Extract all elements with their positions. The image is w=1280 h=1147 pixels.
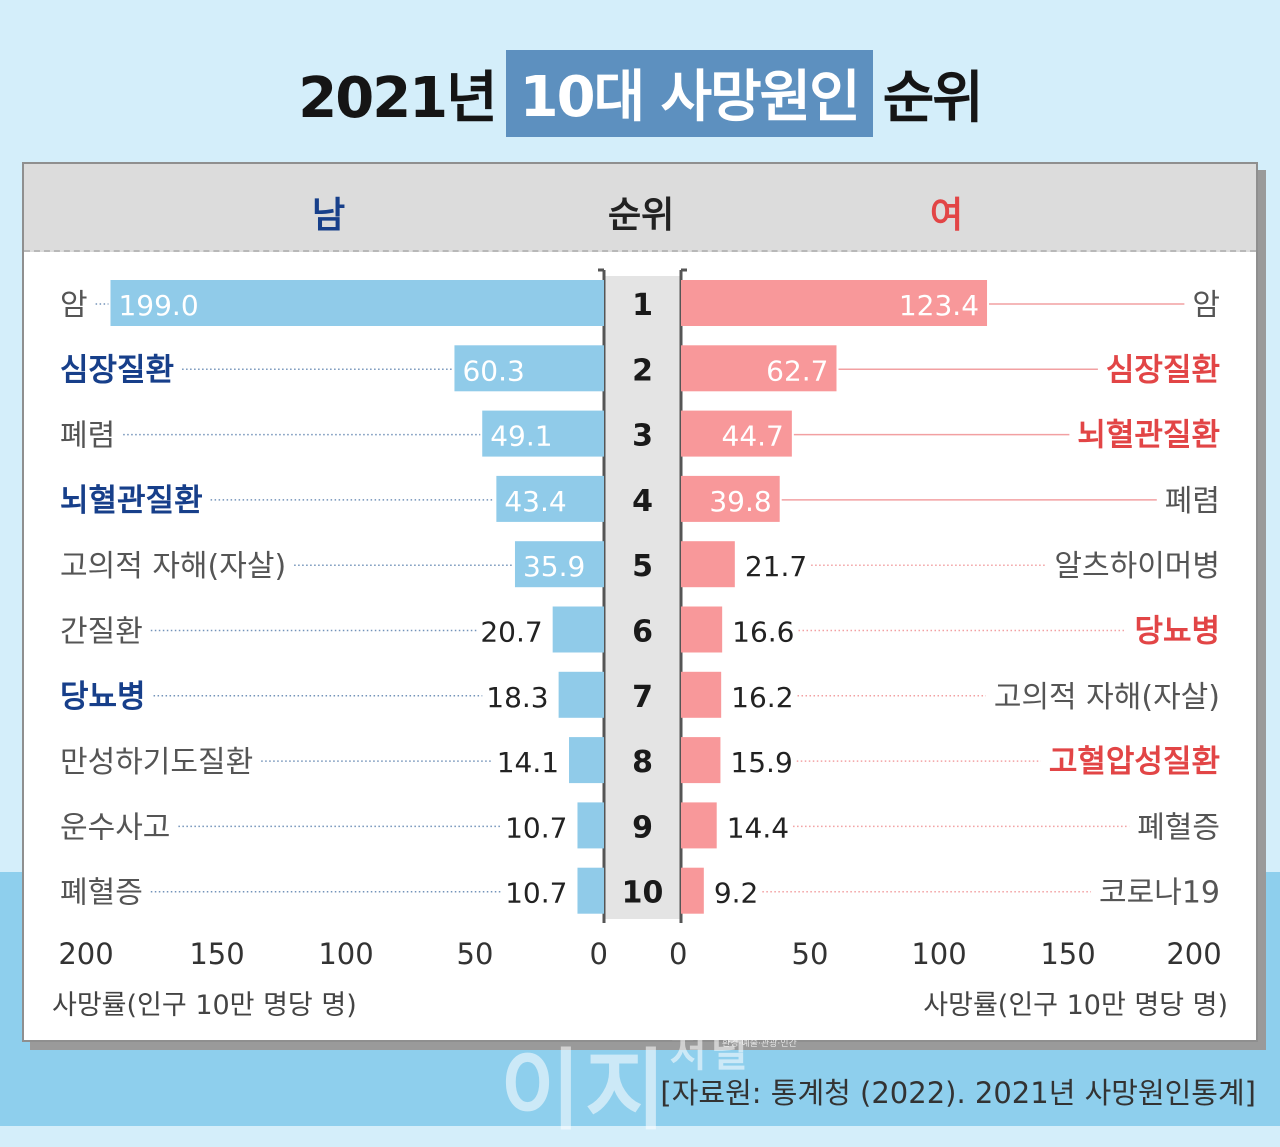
male-bar xyxy=(577,802,604,849)
male-x-tick: 50 xyxy=(457,937,494,971)
male-category-label: 당뇨병 xyxy=(60,679,146,715)
female-bar xyxy=(681,737,721,784)
source-note: [자료원: 통계청 (2022). 2021년 사망원인통계] xyxy=(660,1076,1256,1110)
female-category-label: 암 xyxy=(1192,288,1220,323)
male-category-label: 뇌혈관질환 xyxy=(60,483,203,519)
rank-column xyxy=(604,276,681,919)
female-category-label: 코로나19 xyxy=(1099,876,1220,911)
rank-header: 순위 xyxy=(608,195,675,236)
rank-number: 1 xyxy=(632,288,653,323)
rank-number: 6 xyxy=(632,615,653,650)
male-bar xyxy=(482,410,604,457)
male-bar xyxy=(552,606,604,653)
male-x-tick: 0 xyxy=(590,937,608,971)
male-value-label: 20.7 xyxy=(480,616,542,649)
female-x-tick: 200 xyxy=(1166,937,1221,971)
rank-number: 7 xyxy=(632,680,653,715)
male-category-label: 폐혈증 xyxy=(60,876,143,911)
male-value-label: 14.1 xyxy=(497,746,559,779)
rank-number: 2 xyxy=(632,353,653,388)
male-x-axis-label: 사망률(인구 10만 명당 명) xyxy=(52,990,357,1021)
female-value-label: 9.2 xyxy=(714,877,759,910)
male-value-label: 49.1 xyxy=(490,420,552,453)
male-value-label: 18.3 xyxy=(486,681,548,714)
rank-number: 3 xyxy=(632,419,653,454)
female-value-label: 21.7 xyxy=(745,550,807,583)
female-value-label: 15.9 xyxy=(730,746,792,779)
watermark-side: 저널 xyxy=(669,1030,752,1076)
male-bar xyxy=(514,541,604,588)
female-category-label: 당뇨병 xyxy=(1134,614,1220,650)
male-value-label: 199.0 xyxy=(118,289,198,322)
female-value-label: 39.8 xyxy=(709,485,771,518)
male-bar xyxy=(496,475,604,522)
chart-header: 남 순위 여 xyxy=(24,164,1256,252)
female-bar xyxy=(681,410,792,457)
female-value-label: 16.2 xyxy=(731,681,793,714)
female-bar xyxy=(681,671,722,718)
page-title: 2021년 10대 사망원인 순위 xyxy=(0,48,1280,138)
mirrored-bar-chart: 암 199.0 1 암 123.4 심장질환 60.3 2 심장질환 62.7 폐렴 49.1 3 뇌혈관… xyxy=(52,268,1228,1021)
female-bar xyxy=(681,802,717,849)
male-category-label: 운수사고 xyxy=(60,810,170,845)
female-x-axis-label: 사망률(인구 10만 명당 명) xyxy=(923,990,1228,1021)
male-value-label: 43.4 xyxy=(504,485,566,518)
male-category-label: 폐렴 xyxy=(60,419,115,454)
female-bar xyxy=(681,475,780,522)
watermark-logo: 이지저널 xyxy=(500,1020,752,1147)
female-header: 여 xyxy=(930,195,964,236)
title-suffix: 순위 xyxy=(882,65,984,131)
female-x-tick: 150 xyxy=(1040,937,1095,971)
male-value-label: 10.7 xyxy=(505,811,567,844)
female-category-label: 고혈압성질환 xyxy=(1049,744,1220,780)
male-value-label: 35.9 xyxy=(523,550,585,583)
female-x-tick: 50 xyxy=(792,937,829,971)
female-bar xyxy=(681,867,704,914)
rank-number: 8 xyxy=(632,745,653,780)
female-x-tick: 0 xyxy=(669,937,687,971)
female-value-label: 123.4 xyxy=(899,289,979,322)
female-category-label: 심장질환 xyxy=(1106,352,1220,388)
rank-number: 10 xyxy=(622,876,664,911)
male-header: 남 xyxy=(312,195,346,236)
male-bar xyxy=(110,280,604,326)
male-x-tick: 200 xyxy=(58,937,113,971)
male-category-label: 만성하기도질환 xyxy=(60,745,253,780)
female-bar xyxy=(681,541,735,588)
female-category-label: 뇌혈관질환 xyxy=(1077,418,1220,454)
title-prefix: 2021년 xyxy=(298,65,497,131)
male-bar xyxy=(577,867,604,914)
female-category-label: 알츠하이머병 xyxy=(1054,549,1220,584)
male-bar xyxy=(569,737,604,784)
male-category-label: 간질환 xyxy=(60,615,143,650)
female-category-label: 고의적 자해(자살) xyxy=(994,680,1220,715)
watermark-main: 이지 xyxy=(500,1039,670,1142)
rank-number: 4 xyxy=(632,484,653,519)
female-value-label: 62.7 xyxy=(766,354,828,387)
female-value-label: 14.4 xyxy=(727,811,789,844)
rank-number: 5 xyxy=(632,549,653,584)
male-category-label: 암 xyxy=(60,288,88,323)
female-bar xyxy=(681,280,988,326)
watermark-tagline: 환경·예술·관광·인간 xyxy=(722,1039,797,1049)
male-value-label: 10.7 xyxy=(505,877,567,910)
rank-number: 9 xyxy=(632,810,653,845)
female-value-label: 16.6 xyxy=(732,616,794,649)
male-x-tick: 150 xyxy=(189,937,244,971)
male-x-tick: 100 xyxy=(318,937,373,971)
male-bar xyxy=(454,345,604,392)
female-category-label: 폐혈증 xyxy=(1137,810,1220,845)
male-category-label: 심장질환 xyxy=(60,352,174,388)
female-x-tick: 100 xyxy=(911,937,966,971)
male-bar xyxy=(558,671,604,718)
female-bar xyxy=(681,606,723,653)
female-value-label: 44.7 xyxy=(722,420,784,453)
female-bar xyxy=(681,345,837,392)
male-category-label: 고의적 자해(자살) xyxy=(60,549,286,584)
female-category-label: 폐렴 xyxy=(1165,484,1220,519)
male-value-label: 60.3 xyxy=(462,354,524,387)
title-highlight: 10대 사망원인 xyxy=(505,49,873,137)
chart-card: 남 순위 여 암 199.0 1 암 123.4 심장질환 60.3 2 심장질환 62.7 폐렴 4… xyxy=(22,162,1258,1042)
